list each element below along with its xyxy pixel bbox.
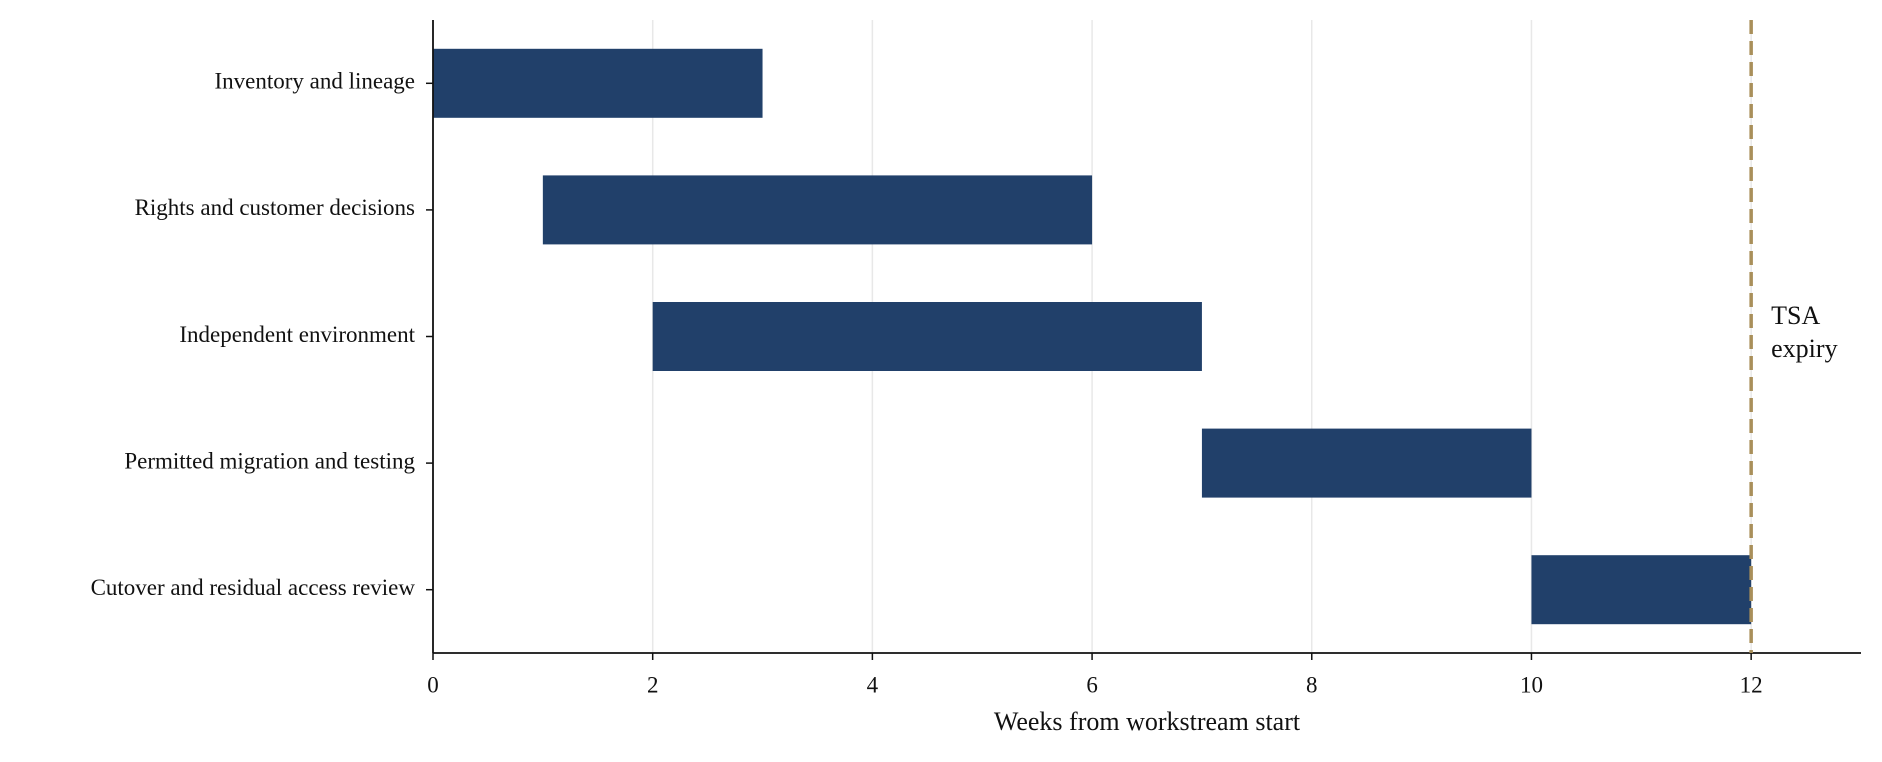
bar (1531, 555, 1752, 625)
bar (542, 175, 1093, 245)
y-tick-label: Permitted migration and testing (124, 448, 415, 473)
x-axis-label: Weeks from workstream start (994, 707, 1301, 736)
x-tick-label: 10 (1520, 672, 1543, 697)
x-tick-label: 12 (1740, 672, 1763, 697)
x-tick-label: 8 (1306, 672, 1318, 697)
x-tick-label: 4 (867, 672, 879, 697)
bar (652, 302, 1202, 371)
x-tick-label: 0 (427, 672, 439, 697)
y-tick-label: Cutover and residual access review (91, 575, 416, 600)
x-tick-label: 6 (1086, 672, 1098, 697)
annotation-text: TSA (1771, 301, 1820, 330)
x-tick-label: 2 (647, 672, 659, 697)
y-tick-label: Rights and customer decisions (135, 195, 415, 220)
bar (433, 48, 763, 118)
annotation-text: expiry (1771, 334, 1837, 363)
bar (1201, 428, 1532, 498)
y-tick-label: Independent environment (179, 322, 415, 347)
y-tick-label: Inventory and lineage (214, 69, 415, 94)
